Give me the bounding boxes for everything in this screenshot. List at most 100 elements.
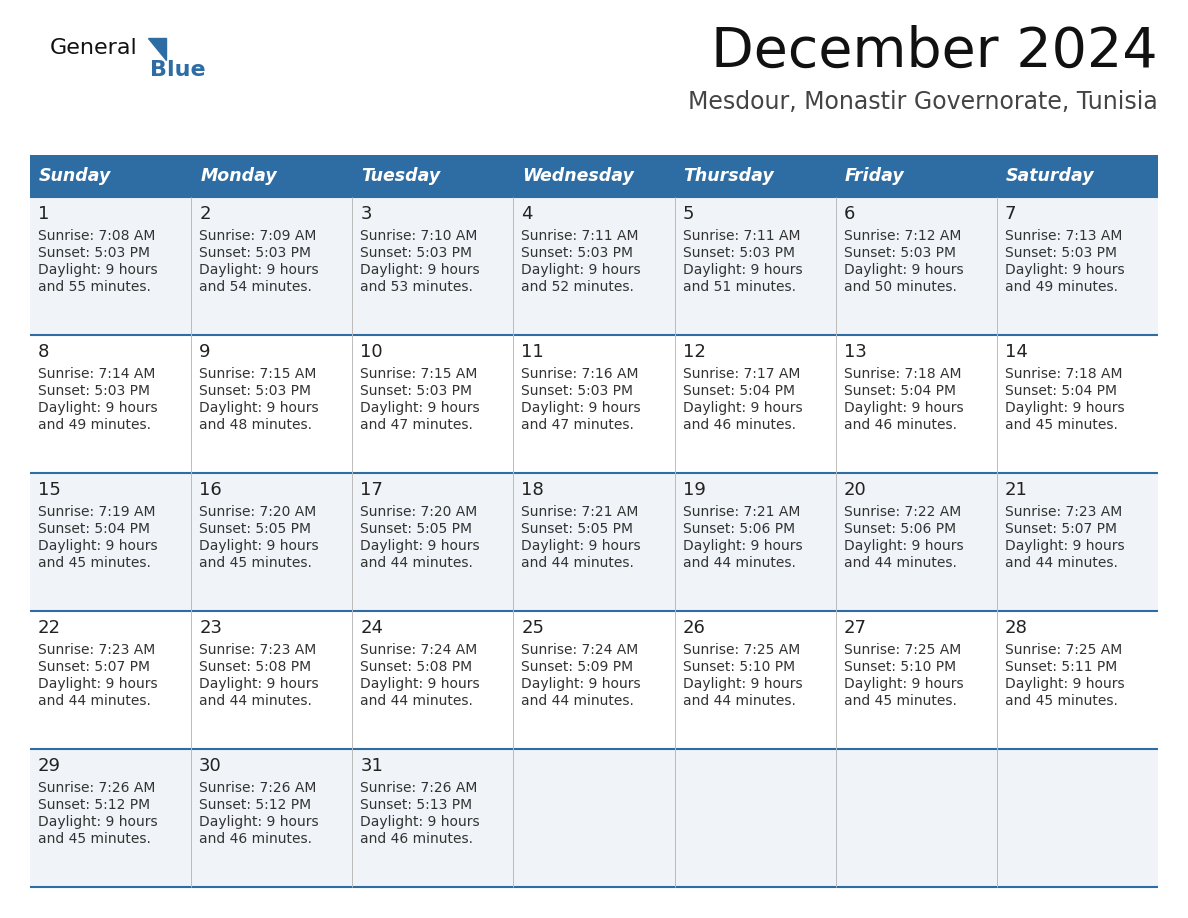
Text: Daylight: 9 hours: Daylight: 9 hours xyxy=(843,263,963,277)
Text: Sunset: 5:03 PM: Sunset: 5:03 PM xyxy=(200,384,311,398)
Text: 31: 31 xyxy=(360,757,384,775)
Text: 7: 7 xyxy=(1005,205,1017,223)
Text: and 44 minutes.: and 44 minutes. xyxy=(843,556,956,570)
Text: 9: 9 xyxy=(200,343,210,361)
Text: and 47 minutes.: and 47 minutes. xyxy=(522,418,634,432)
Text: Sunset: 5:03 PM: Sunset: 5:03 PM xyxy=(843,246,955,260)
Text: 23: 23 xyxy=(200,619,222,637)
Bar xyxy=(30,473,1158,611)
Bar xyxy=(835,155,997,197)
Bar xyxy=(30,749,1158,887)
Text: and 45 minutes.: and 45 minutes. xyxy=(38,556,151,570)
Text: 13: 13 xyxy=(843,343,866,361)
Bar xyxy=(353,155,513,197)
Text: Daylight: 9 hours: Daylight: 9 hours xyxy=(683,677,802,691)
Text: Blue: Blue xyxy=(150,60,206,80)
Bar xyxy=(513,155,675,197)
Text: Sunset: 5:13 PM: Sunset: 5:13 PM xyxy=(360,798,473,812)
Text: and 45 minutes.: and 45 minutes. xyxy=(200,556,312,570)
Text: Daylight: 9 hours: Daylight: 9 hours xyxy=(200,263,318,277)
Text: and 45 minutes.: and 45 minutes. xyxy=(1005,418,1118,432)
Text: Sunset: 5:12 PM: Sunset: 5:12 PM xyxy=(38,798,150,812)
Text: Daylight: 9 hours: Daylight: 9 hours xyxy=(1005,401,1125,415)
Text: Sunset: 5:03 PM: Sunset: 5:03 PM xyxy=(1005,246,1117,260)
Text: and 49 minutes.: and 49 minutes. xyxy=(38,418,151,432)
Text: and 44 minutes.: and 44 minutes. xyxy=(38,694,151,708)
Text: Daylight: 9 hours: Daylight: 9 hours xyxy=(1005,263,1125,277)
Text: and 45 minutes.: and 45 minutes. xyxy=(843,694,956,708)
Text: Daylight: 9 hours: Daylight: 9 hours xyxy=(522,677,642,691)
Text: Sunset: 5:07 PM: Sunset: 5:07 PM xyxy=(1005,522,1117,536)
Text: Sunrise: 7:26 AM: Sunrise: 7:26 AM xyxy=(360,781,478,795)
Text: Sunrise: 7:13 AM: Sunrise: 7:13 AM xyxy=(1005,229,1123,243)
Text: 16: 16 xyxy=(200,481,222,499)
Text: Sunrise: 7:24 AM: Sunrise: 7:24 AM xyxy=(522,643,639,657)
Text: Sunrise: 7:21 AM: Sunrise: 7:21 AM xyxy=(683,505,800,519)
Text: 28: 28 xyxy=(1005,619,1028,637)
Text: 11: 11 xyxy=(522,343,544,361)
Text: Daylight: 9 hours: Daylight: 9 hours xyxy=(1005,539,1125,553)
Text: Daylight: 9 hours: Daylight: 9 hours xyxy=(683,263,802,277)
Text: Sunrise: 7:15 AM: Sunrise: 7:15 AM xyxy=(200,367,316,381)
Text: Sunset: 5:05 PM: Sunset: 5:05 PM xyxy=(522,522,633,536)
Bar xyxy=(30,335,1158,473)
Text: 6: 6 xyxy=(843,205,855,223)
Text: 4: 4 xyxy=(522,205,533,223)
Text: Sunrise: 7:23 AM: Sunrise: 7:23 AM xyxy=(200,643,316,657)
Text: 14: 14 xyxy=(1005,343,1028,361)
Text: Sunrise: 7:18 AM: Sunrise: 7:18 AM xyxy=(843,367,961,381)
Text: Sunrise: 7:25 AM: Sunrise: 7:25 AM xyxy=(1005,643,1123,657)
Text: Daylight: 9 hours: Daylight: 9 hours xyxy=(200,677,318,691)
Bar xyxy=(191,155,353,197)
Text: and 51 minutes.: and 51 minutes. xyxy=(683,280,796,294)
Text: Thursday: Thursday xyxy=(683,167,775,185)
Text: Sunset: 5:06 PM: Sunset: 5:06 PM xyxy=(843,522,956,536)
Bar xyxy=(30,155,191,197)
Text: 19: 19 xyxy=(683,481,706,499)
Text: Daylight: 9 hours: Daylight: 9 hours xyxy=(200,401,318,415)
Text: Daylight: 9 hours: Daylight: 9 hours xyxy=(38,815,158,829)
Bar xyxy=(675,155,835,197)
Text: Daylight: 9 hours: Daylight: 9 hours xyxy=(843,401,963,415)
Text: Sunrise: 7:21 AM: Sunrise: 7:21 AM xyxy=(522,505,639,519)
Text: Sunset: 5:06 PM: Sunset: 5:06 PM xyxy=(683,522,795,536)
Text: December 2024: December 2024 xyxy=(712,25,1158,79)
Text: Mesdour, Monastir Governorate, Tunisia: Mesdour, Monastir Governorate, Tunisia xyxy=(688,90,1158,114)
Text: Daylight: 9 hours: Daylight: 9 hours xyxy=(360,677,480,691)
Polygon shape xyxy=(148,38,166,60)
Text: and 44 minutes.: and 44 minutes. xyxy=(360,556,473,570)
Text: and 44 minutes.: and 44 minutes. xyxy=(522,556,634,570)
Text: 26: 26 xyxy=(683,619,706,637)
Text: and 55 minutes.: and 55 minutes. xyxy=(38,280,151,294)
Text: Daylight: 9 hours: Daylight: 9 hours xyxy=(683,539,802,553)
Text: Daylight: 9 hours: Daylight: 9 hours xyxy=(38,263,158,277)
Text: 2: 2 xyxy=(200,205,210,223)
Text: and 44 minutes.: and 44 minutes. xyxy=(683,694,796,708)
Text: Daylight: 9 hours: Daylight: 9 hours xyxy=(522,539,642,553)
Text: Sunset: 5:03 PM: Sunset: 5:03 PM xyxy=(360,384,473,398)
Text: Sunset: 5:08 PM: Sunset: 5:08 PM xyxy=(200,660,311,674)
Text: and 44 minutes.: and 44 minutes. xyxy=(200,694,312,708)
Bar xyxy=(997,155,1158,197)
Text: Sunset: 5:05 PM: Sunset: 5:05 PM xyxy=(200,522,311,536)
Text: Daylight: 9 hours: Daylight: 9 hours xyxy=(360,401,480,415)
Text: Sunrise: 7:25 AM: Sunrise: 7:25 AM xyxy=(843,643,961,657)
Text: and 46 minutes.: and 46 minutes. xyxy=(683,418,796,432)
Bar xyxy=(30,197,1158,335)
Text: 20: 20 xyxy=(843,481,866,499)
Bar xyxy=(30,611,1158,749)
Text: Sunset: 5:03 PM: Sunset: 5:03 PM xyxy=(38,246,150,260)
Text: 18: 18 xyxy=(522,481,544,499)
Text: Wednesday: Wednesday xyxy=(523,167,634,185)
Text: and 47 minutes.: and 47 minutes. xyxy=(360,418,473,432)
Text: Sunrise: 7:19 AM: Sunrise: 7:19 AM xyxy=(38,505,156,519)
Text: Daylight: 9 hours: Daylight: 9 hours xyxy=(360,815,480,829)
Text: Sunset: 5:10 PM: Sunset: 5:10 PM xyxy=(843,660,956,674)
Text: Saturday: Saturday xyxy=(1006,167,1094,185)
Text: Friday: Friday xyxy=(845,167,904,185)
Text: Sunset: 5:07 PM: Sunset: 5:07 PM xyxy=(38,660,150,674)
Text: Sunset: 5:05 PM: Sunset: 5:05 PM xyxy=(360,522,473,536)
Text: 25: 25 xyxy=(522,619,544,637)
Text: Sunrise: 7:11 AM: Sunrise: 7:11 AM xyxy=(522,229,639,243)
Text: and 50 minutes.: and 50 minutes. xyxy=(843,280,956,294)
